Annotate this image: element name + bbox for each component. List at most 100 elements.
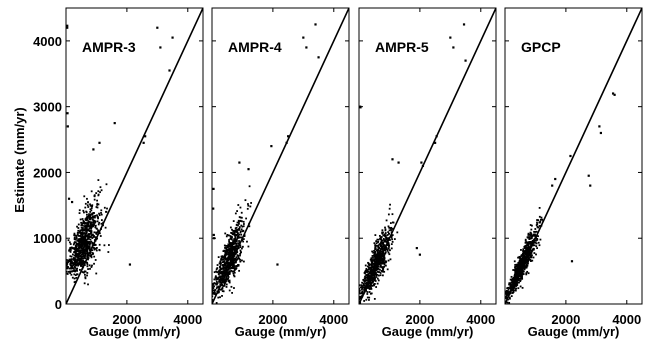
data-point (374, 280, 377, 282)
outlier-point (66, 26, 69, 29)
data-point (89, 267, 91, 270)
data-point (226, 234, 229, 236)
data-point (532, 248, 535, 250)
data-point (84, 244, 86, 247)
outlier-point (212, 233, 215, 237)
data-point (220, 288, 223, 291)
data-point (75, 276, 78, 279)
data-point (221, 279, 223, 282)
data-point (383, 256, 385, 259)
data-point (528, 236, 531, 239)
data-point (86, 244, 89, 247)
x-tick-label: 2000 (405, 312, 434, 327)
data-point (92, 242, 95, 245)
data-point (510, 281, 513, 284)
data-point (223, 260, 226, 262)
data-point (66, 259, 68, 261)
data-point (362, 283, 365, 286)
data-point (365, 274, 368, 277)
data-point (517, 270, 520, 273)
panel-title: AMPR-4 (228, 39, 282, 55)
data-point (369, 270, 372, 272)
data-point (215, 268, 218, 271)
data-point (87, 283, 89, 286)
data-point (83, 222, 86, 225)
data-point (513, 283, 516, 286)
data-point (516, 279, 519, 281)
data-point (77, 246, 80, 249)
data-point (235, 223, 238, 226)
data-point (373, 268, 375, 271)
data-point (71, 276, 74, 279)
data-point (218, 265, 221, 268)
data-point (88, 242, 91, 245)
data-point (77, 256, 80, 259)
data-point (520, 258, 523, 260)
data-point (72, 262, 75, 264)
data-point (212, 292, 214, 295)
data-point (72, 264, 74, 267)
data-point (369, 282, 372, 284)
data-point (85, 231, 88, 234)
data-point (68, 267, 71, 270)
data-point (513, 277, 516, 280)
data-point (231, 247, 234, 250)
data-point (384, 251, 387, 254)
data-point (90, 221, 93, 224)
data-point (226, 259, 229, 262)
data-point (367, 270, 370, 273)
data-point (221, 284, 224, 287)
data-point (91, 241, 94, 244)
data-point (77, 252, 80, 255)
data-point (220, 262, 222, 265)
data-point (396, 231, 399, 234)
x-tick-label: 4000 (319, 312, 348, 327)
data-point (386, 248, 388, 251)
data-point (378, 234, 381, 237)
data-point (87, 233, 90, 236)
data-point (83, 256, 86, 259)
panel-title: GPCP (521, 39, 561, 55)
data-point (377, 279, 380, 282)
outlier-point (92, 148, 95, 151)
data-point (374, 262, 376, 265)
data-point (363, 280, 366, 283)
data-point (530, 250, 533, 252)
data-point (67, 270, 70, 273)
data-point (533, 252, 536, 254)
outlier-point (464, 59, 467, 62)
data-point (382, 251, 385, 254)
data-point (234, 252, 237, 255)
data-point (381, 258, 384, 261)
data-point (88, 216, 91, 219)
data-point (527, 258, 530, 261)
data-point (90, 209, 93, 212)
outlier-point (359, 106, 362, 109)
data-point (90, 207, 93, 210)
data-point (238, 222, 240, 225)
data-point (508, 296, 511, 299)
data-point (523, 262, 526, 265)
data-point (371, 250, 374, 253)
data-point (387, 243, 390, 246)
data-point (241, 225, 244, 228)
data-point (373, 267, 376, 270)
data-point (221, 261, 224, 264)
data-point (524, 245, 527, 248)
data-point (381, 242, 384, 244)
outlier-point (613, 93, 616, 96)
data-point (380, 241, 383, 243)
data-point (370, 259, 373, 262)
data-point (239, 260, 242, 263)
data-point (367, 282, 369, 285)
data-point (515, 283, 518, 285)
data-point (374, 269, 377, 271)
data-point (97, 223, 100, 226)
data-point (379, 265, 382, 268)
data-point (359, 284, 361, 287)
data-point (90, 247, 93, 250)
data-point (247, 203, 249, 205)
data-point (218, 271, 221, 274)
data-point (240, 216, 243, 219)
